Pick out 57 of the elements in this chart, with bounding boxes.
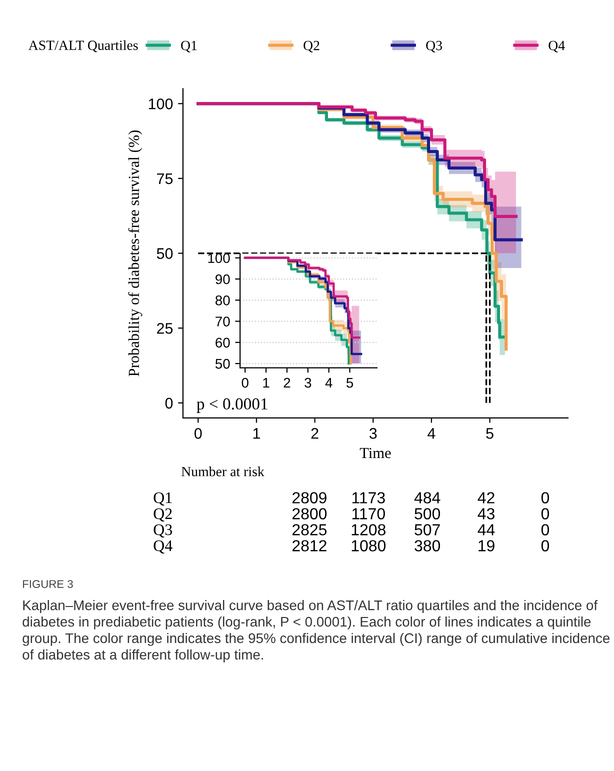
y-tick-label: 75 <box>157 173 173 184</box>
x-tick-label: 2 <box>284 378 290 388</box>
data-label: 484 <box>414 492 440 504</box>
y-tick-label: Q3 <box>154 524 172 538</box>
caption: FIGURE 3 <box>23 580 73 588</box>
text: Kaplan–Meier event-free survival curve based on AST/ALT ratio quartiles and the incidence of diabetes in prediabetic patients (log-rank, P < 0.0001). Each color of lines indicates a quintile group. The color range indicates the 95% confidence interval (CI) range of cumulative incidence of diabetes at a different follow-up time. <box>22 600 610 662</box>
y-tick-label: 60 <box>216 338 230 348</box>
y-tick-label: 25 <box>157 322 173 334</box>
x-tick-label: 3 <box>304 378 312 388</box>
y-tick-label: 50 <box>156 248 173 259</box>
y-tick-label: Q1 <box>154 492 172 506</box>
data-label: 1080 <box>352 540 386 552</box>
data-label: 42 <box>478 492 494 504</box>
chart-title: Number at risk <box>181 466 264 476</box>
y-tick-label: Q4 <box>154 540 172 554</box>
data-label: 2800 <box>292 508 327 520</box>
x-tick-label: 0 <box>242 378 248 388</box>
data-label: 500 <box>414 508 440 520</box>
x-tick-label: 2 <box>311 428 318 439</box>
data-label: 380 <box>414 540 440 552</box>
y-tick-label: 0 <box>165 398 173 409</box>
x-tick-label: 4 <box>428 428 436 439</box>
data-label: 0 <box>541 524 550 536</box>
data-label: 2809 <box>292 492 326 504</box>
data-label: 0 <box>541 492 550 504</box>
legend-label: Q1 <box>181 40 197 52</box>
data-label: 44 <box>478 524 495 536</box>
data-label: 0 <box>541 508 550 520</box>
y-tick-label: 70 <box>216 316 230 326</box>
annotation: p < 0.0001 <box>196 398 268 413</box>
y-tick-label: 80 <box>216 295 230 306</box>
data-label: 1173 <box>352 492 385 504</box>
x-tick-label: 3 <box>369 428 377 439</box>
data-label: 507 <box>414 524 440 536</box>
legend-label: Q2 <box>304 40 320 52</box>
y-tick-label: Q2 <box>154 508 172 522</box>
y-axis-title: Probability of diabetes-free survival (%) <box>128 130 142 376</box>
data-label: 0 <box>541 540 550 552</box>
x-tick-label: 5 <box>486 428 494 439</box>
y-tick-label: 100 <box>148 98 173 110</box>
data-label: 1208 <box>352 524 386 536</box>
x-tick-label: 0 <box>194 428 202 439</box>
legend-label: Q4 <box>548 40 565 52</box>
legend-label: Q3 <box>426 40 442 52</box>
y-tick-label: 90 <box>216 274 230 284</box>
x-tick-label: 1 <box>263 378 270 388</box>
y-tick-label: 50 <box>215 358 230 369</box>
data-label: 1170 <box>352 508 385 520</box>
x-tick-label: 1 <box>253 428 260 439</box>
x-tick-label: 5 <box>346 378 354 388</box>
data-label: 19 <box>478 540 494 552</box>
x-tick-label: 4 <box>325 378 332 388</box>
x-axis-title: Time <box>360 448 391 458</box>
data-label: 2825 <box>292 524 327 536</box>
data-label: 43 <box>478 508 494 520</box>
legend-title: AST/ALT Quartiles <box>28 40 138 52</box>
data-label: 2812 <box>292 540 326 552</box>
